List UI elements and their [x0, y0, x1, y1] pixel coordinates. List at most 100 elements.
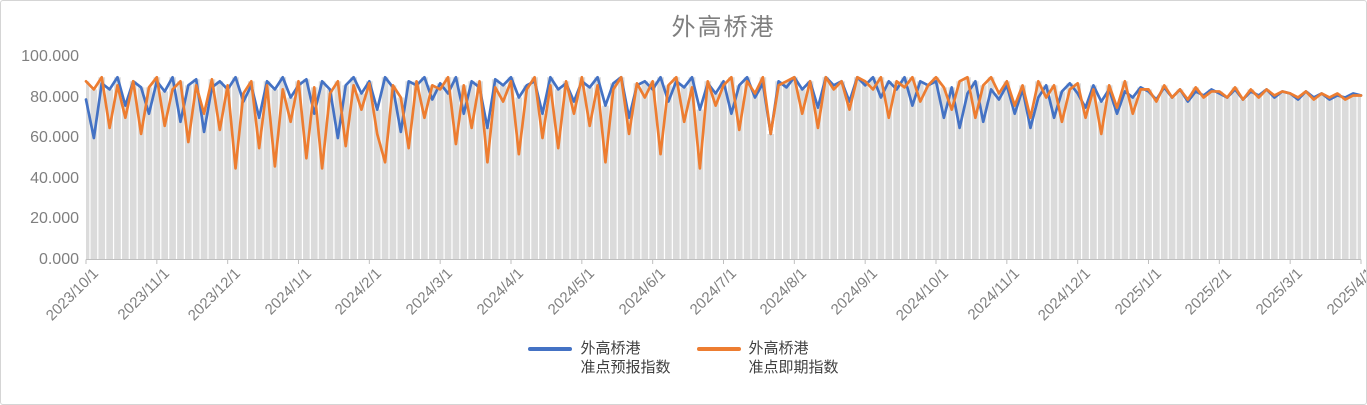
background-bar: [366, 81, 373, 260]
background-bar: [271, 89, 279, 260]
background-bar: [1113, 107, 1121, 260]
background-bar: [90, 89, 98, 260]
background-bar: [184, 85, 192, 260]
background-bar: [452, 77, 460, 260]
background-bar: [979, 85, 987, 260]
background-bar: [358, 93, 365, 260]
background-bar: [161, 91, 169, 260]
background-bar: [1090, 85, 1097, 260]
background-bar: [1200, 95, 1207, 260]
background-bar: [1042, 85, 1050, 260]
background-bar: [586, 87, 594, 260]
background-bar: [263, 81, 271, 260]
background-bar: [1066, 83, 1074, 260]
background-bar: [484, 127, 491, 260]
background-bar: [1153, 99, 1160, 260]
legend-label-spot: 外高桥港 准点即期指数: [749, 339, 839, 377]
background-bar: [216, 81, 224, 260]
background-bar: [547, 77, 554, 260]
background-bar: [1286, 93, 1294, 260]
background-bar: [570, 101, 578, 260]
background-bar: [491, 79, 499, 260]
background-bar: [720, 81, 727, 260]
background-bar: [208, 79, 216, 260]
background-bar: [1027, 117, 1034, 260]
background-bar: [1247, 89, 1255, 260]
background-bar: [995, 93, 1003, 260]
background-bar: [759, 77, 767, 260]
background-bar: [1145, 89, 1152, 260]
background-bar: [1223, 97, 1231, 260]
background-bar: [594, 77, 601, 260]
background-bar: [767, 133, 775, 260]
background-bar: [169, 77, 176, 260]
background-bar: [1231, 87, 1239, 260]
background-bar: [672, 77, 680, 260]
background-bar: [287, 97, 294, 260]
background-bar: [869, 77, 877, 260]
background-bar: [657, 77, 664, 260]
background-bar: [1271, 95, 1278, 260]
background-bar: [153, 77, 161, 260]
y-axis-tick-label: 60.000: [30, 129, 79, 146]
background-bar: [743, 77, 751, 260]
background-bar: [1239, 99, 1247, 260]
background-bar: [972, 81, 979, 260]
background-bar: [712, 93, 719, 260]
background-bar: [436, 83, 444, 260]
series-line-spot[interactable]: [84, 75, 1363, 170]
background-bar: [342, 85, 350, 260]
background-bar: [853, 77, 861, 260]
background-bar: [987, 77, 995, 260]
legend-label-forecast: 外高桥港 准点预报指数: [580, 339, 670, 377]
background-bar: [846, 101, 853, 260]
background-bar: [86, 81, 90, 260]
background-bar: [1050, 85, 1058, 260]
legend-label-forecast-line2: 准点预报指数: [580, 359, 671, 376]
background-bar: [916, 81, 924, 260]
background-bar: [1003, 81, 1011, 260]
background-bar: [649, 81, 656, 260]
background-bar: [775, 81, 782, 260]
background-bar: [1058, 91, 1066, 260]
y-axis-tick-label: 100.000: [21, 48, 79, 65]
background-bar: [413, 81, 420, 260]
background-bar: [1334, 93, 1341, 260]
background-bar: [515, 97, 523, 260]
background-bar: [381, 77, 389, 260]
background-bar: [1160, 85, 1168, 260]
legend-item-forecast-index[interactable]: 外高桥港 准点预报指数: [528, 339, 671, 377]
background-bar: [940, 87, 948, 260]
background-bar: [531, 77, 538, 260]
background-bar: [704, 81, 712, 260]
background-bar: [98, 77, 106, 260]
background-bar: [641, 81, 649, 260]
background-bar: [350, 77, 357, 260]
background-bar: [310, 87, 318, 260]
y-axis-tick-label: 20.000: [30, 210, 79, 227]
background-bar: [956, 81, 963, 260]
background-bar: [554, 89, 562, 260]
background-bar: [830, 85, 838, 260]
legend-item-spot-index[interactable]: 外高桥港 准点即期指数: [696, 339, 839, 377]
background-bar: [1318, 93, 1325, 260]
background-bar: [1019, 85, 1026, 260]
background-bar: [106, 89, 113, 260]
background-bar: [247, 81, 255, 260]
background-bar: [1341, 97, 1349, 260]
background-bar: [523, 85, 531, 260]
background-bar: [200, 113, 208, 260]
y-axis-tick-label: 80.000: [30, 88, 79, 106]
legend-label-forecast-line1: 外高桥港: [580, 340, 641, 357]
background-bar: [1263, 89, 1270, 260]
background-bar: [421, 77, 428, 260]
chart-title: 外高桥港: [671, 14, 776, 41]
background-bar: [1349, 93, 1357, 260]
background-bar: [318, 81, 326, 260]
background-bar: [373, 109, 381, 260]
x-axis: [85, 259, 1362, 264]
background-bar: [617, 77, 625, 260]
legend-swatch-spot-line: [696, 347, 741, 351]
